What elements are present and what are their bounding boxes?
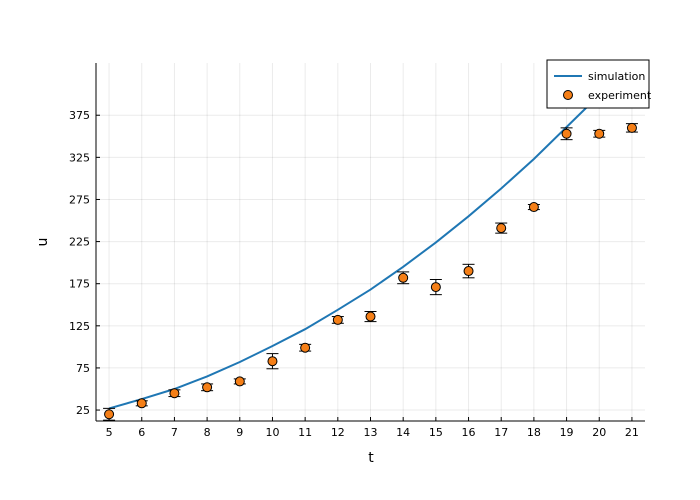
experiment-point: [234, 376, 245, 387]
x-tick-label: 13: [364, 426, 378, 439]
experiment-point: [300, 342, 311, 353]
legend-experiment-marker: [563, 90, 573, 100]
y-tick-label: 225: [69, 236, 90, 249]
x-tick-label: 11: [298, 426, 312, 439]
x-tick-label: 15: [429, 426, 443, 439]
simulation-series: [108, 63, 632, 410]
legend: simulation experiment: [546, 59, 652, 109]
y-tick-label: 275: [69, 193, 90, 206]
x-tick-label: 6: [138, 426, 145, 439]
experiment-point: [332, 314, 343, 325]
x-tick-label: 12: [331, 426, 345, 439]
experiment-point: [626, 122, 637, 133]
y-tick-label: 325: [69, 151, 90, 164]
x-tick-label: 19: [560, 426, 574, 439]
experiment-point: [594, 128, 605, 139]
x-tick-label: 9: [236, 426, 243, 439]
experiment-point: [463, 266, 474, 277]
simulation-line: [108, 63, 632, 410]
experiment-point: [365, 311, 376, 322]
x-tick-label: 21: [625, 426, 639, 439]
experiment-point: [136, 398, 147, 409]
experiment-point: [528, 202, 539, 213]
experiment-point: [104, 409, 115, 420]
grid: [96, 63, 645, 421]
y-tick-label: 125: [69, 320, 90, 333]
y-ticks: 25 75 125 175 225 275 325 375: [69, 109, 100, 417]
y-tick-label: 375: [69, 109, 90, 122]
experiment-point: [267, 356, 278, 367]
experiment-point: [561, 128, 572, 139]
legend-experiment-label: experiment: [588, 89, 652, 102]
x-axis-title: t: [368, 450, 374, 466]
x-tick-label: 20: [592, 426, 606, 439]
x-tick-label: 5: [106, 426, 113, 439]
experiment-point: [496, 223, 507, 234]
x-tick-label: 7: [171, 426, 178, 439]
x-tick-label: 10: [265, 426, 279, 439]
experiment-point: [169, 388, 180, 399]
x-tick-label: 8: [204, 426, 211, 439]
experiment-point: [430, 282, 441, 293]
legend-box: [546, 59, 650, 109]
y-tick-label: 25: [76, 404, 90, 417]
y-tick-label: 75: [76, 362, 90, 375]
y-axis-title: u: [35, 238, 51, 247]
x-tick-label: 17: [494, 426, 508, 439]
x-ticks: 5 6 7 8 9 10 11 12 13 14 15 16 17 18 19 20 21: [106, 417, 639, 439]
experiment-point: [202, 382, 213, 393]
x-tick-label: 16: [462, 426, 476, 439]
x-tick-label: 14: [396, 426, 410, 439]
experiment-point: [398, 272, 409, 283]
experiment-series: [103, 122, 638, 421]
legend-simulation-label: simulation: [588, 70, 645, 83]
x-tick-label: 18: [527, 426, 541, 439]
y-tick-label: 175: [69, 278, 90, 291]
